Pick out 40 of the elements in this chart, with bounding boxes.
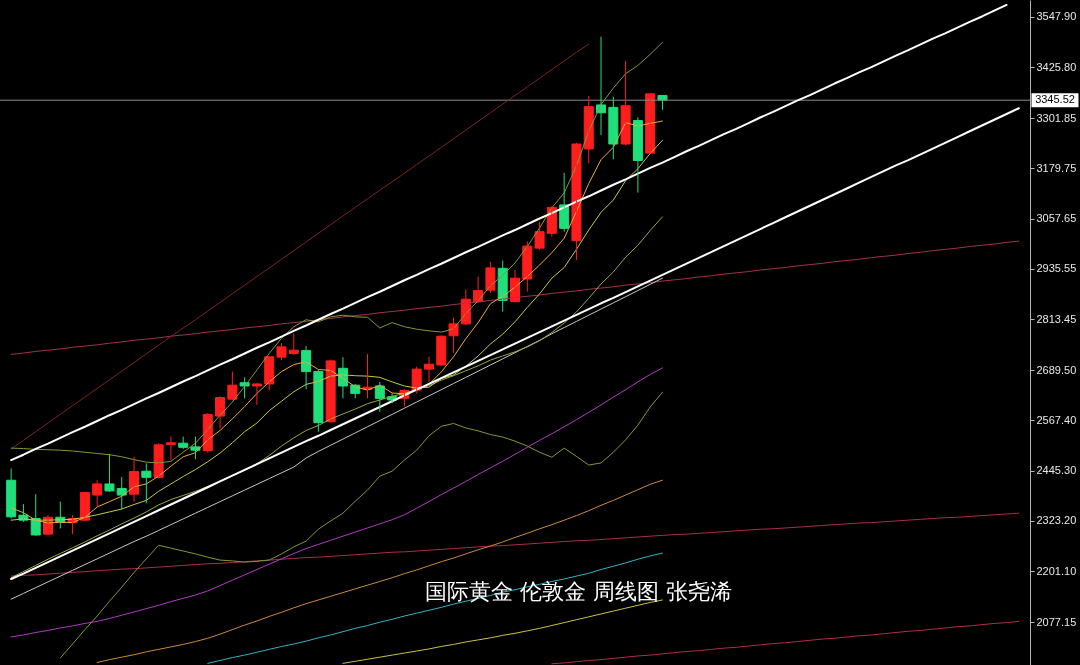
y-tick-label: 2445.30 <box>1036 464 1077 477</box>
candlestick <box>620 60 631 146</box>
y-tick-label: 2567.40 <box>1036 413 1077 426</box>
y-tick-label: 3425.80 <box>1036 60 1077 73</box>
candlestick <box>178 436 189 450</box>
candlestick <box>251 382 262 406</box>
line-series <box>10 367 663 638</box>
candlestick <box>153 442 164 479</box>
candlestick <box>165 436 176 461</box>
y-tick-label: 3179.75 <box>1036 161 1077 174</box>
candlestick <box>534 221 545 251</box>
y-tick-label: 3301.85 <box>1036 111 1077 124</box>
line-series <box>10 512 1020 577</box>
candlestick <box>276 342 287 361</box>
y-tick-label: 2323.20 <box>1036 514 1077 527</box>
candlestick <box>657 94 668 111</box>
line-series <box>10 107 1020 580</box>
ref-line-label: 3345.52 <box>1035 93 1075 106</box>
line-series <box>59 391 663 659</box>
annotation: 国际黄金 伦敦金 周线图 张尧浠 <box>425 578 733 604</box>
y-tick-label: 3057.65 <box>1036 212 1077 225</box>
y-tick-label: 2077.15 <box>1036 615 1077 628</box>
candlestick <box>436 334 447 367</box>
line-series <box>551 620 1020 665</box>
y-tick-label: 3547.90 <box>1036 10 1077 23</box>
line-series <box>10 3 1008 462</box>
candlestick <box>190 436 201 460</box>
y-tick-label: 2689.50 <box>1036 363 1077 376</box>
candlestick <box>92 479 103 507</box>
line-series <box>10 240 1020 355</box>
candlestick <box>485 261 496 294</box>
line-series <box>96 479 663 664</box>
line-series <box>207 552 663 664</box>
candlestick <box>571 142 582 261</box>
candlestick <box>104 453 115 493</box>
candlestick <box>313 369 324 433</box>
y-tick-label: 2935.55 <box>1036 262 1077 275</box>
line-series <box>10 216 663 579</box>
y-tick-label: 2201.10 <box>1036 564 1077 577</box>
y-tick-label: 2813.45 <box>1036 312 1077 325</box>
